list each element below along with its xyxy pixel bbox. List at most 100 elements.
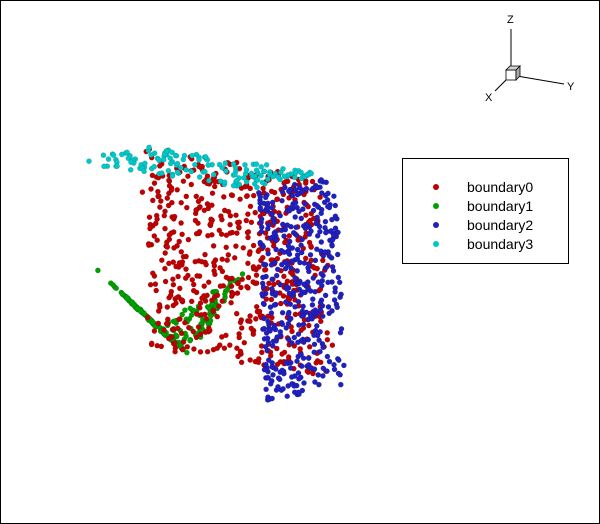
boundary2-point (271, 230, 278, 236)
boundary0-point (158, 257, 165, 264)
boundary0-point (258, 349, 265, 356)
boundary0-point (246, 251, 253, 257)
boundary0-point (267, 352, 274, 359)
boundary0-point (172, 348, 178, 355)
boundary2-point (267, 380, 274, 387)
boundary0-point (221, 207, 228, 214)
boundary0-point (148, 340, 155, 347)
boundary2-point (273, 272, 280, 279)
boundary3-point (156, 157, 162, 163)
boundary0-point (162, 265, 168, 272)
boundary0-point (225, 252, 232, 258)
boundary2-point (292, 199, 299, 206)
boundary0-point (220, 194, 227, 200)
boundary0-point (182, 319, 188, 326)
boundary0-point (210, 259, 217, 266)
boundary0-point (199, 258, 205, 265)
boundary2-point (296, 375, 302, 382)
boundary2-point (288, 374, 295, 380)
legend-label-boundary3: boundary3 (467, 236, 534, 252)
boundary2-point (276, 376, 283, 383)
boundary0-point (233, 243, 239, 249)
boundary0-point (210, 308, 217, 315)
boundary0-point (193, 207, 199, 213)
boundary0-point (234, 345, 240, 352)
boundary2-point (262, 343, 269, 350)
boundary2-point (318, 210, 325, 217)
boundary2-point (311, 332, 317, 339)
boundary0-point (185, 236, 192, 243)
boundary2-point (321, 199, 328, 206)
boundary3-point (263, 161, 270, 168)
boundary3-point (183, 166, 189, 173)
boundary2-point (275, 383, 281, 390)
boundary2-point (298, 215, 305, 222)
boundary0-point (197, 300, 204, 306)
boundary0-point (174, 243, 180, 249)
boundary0-point (193, 311, 200, 317)
boundary0-point (180, 178, 187, 184)
boundary2-point (272, 366, 279, 372)
boundary2-point (282, 226, 289, 233)
boundary2-point (277, 329, 284, 335)
boundary2-point (298, 351, 304, 358)
boundary0-point (250, 265, 257, 272)
boundary2-point (292, 303, 298, 310)
boundary2-point (318, 190, 325, 196)
boundary3-point (165, 167, 172, 174)
boundary2-point (286, 207, 293, 214)
boundary2-point (332, 288, 338, 295)
boundary0-point (261, 267, 268, 273)
boundary2-point (260, 243, 267, 250)
boundary3-point (196, 174, 203, 180)
legend-item-boundary2: boundary2 (403, 216, 568, 234)
boundary2-point (317, 228, 323, 235)
boundary3-point (124, 149, 130, 156)
boundary0-point (242, 183, 248, 190)
z-axis-label: Z (507, 14, 514, 26)
boundary1-point (179, 311, 185, 318)
boundary0-point (162, 225, 168, 232)
boundary0-point (248, 219, 255, 226)
boundary0-point (193, 334, 200, 341)
boundary3-point (298, 169, 304, 176)
boundary0-point (247, 313, 253, 319)
boundary2-point (311, 341, 318, 348)
boundary2-point (301, 260, 308, 266)
boundary2-point (270, 372, 276, 378)
boundary0-point (306, 343, 313, 350)
boundary2-point (314, 214, 321, 221)
boundary2-point (316, 381, 322, 388)
boundary0-point (223, 244, 229, 251)
boundary2-point (312, 184, 319, 190)
boundary2-point (279, 221, 286, 228)
boundary2-point (265, 222, 272, 228)
boundary0-point (218, 213, 224, 219)
boundary0-point (148, 186, 154, 192)
boundary2-point (279, 309, 286, 316)
boundary0-point (204, 292, 210, 299)
boundary3-point (181, 152, 188, 159)
boundary2-point (269, 285, 275, 292)
boundary0-point (174, 294, 181, 301)
boundary0-point (165, 335, 172, 342)
boundary0-point (229, 192, 236, 199)
boundary0-point (235, 279, 241, 286)
boundary0-point (217, 283, 224, 289)
boundary0-point (147, 221, 154, 228)
boundary0-point (185, 324, 192, 331)
boundary3-point (248, 170, 255, 177)
boundary0-point (256, 264, 262, 270)
boundary2-point (341, 362, 347, 369)
boundary3-point (101, 163, 107, 170)
boundary2-point (294, 252, 301, 258)
boundary3-point (174, 169, 181, 176)
boundary0-point (195, 220, 201, 226)
boundary0-point (210, 243, 217, 249)
boundary0-point (176, 238, 182, 245)
boundary0-point (199, 163, 205, 170)
boundary0-point (317, 359, 324, 366)
boundary0-point (164, 316, 171, 323)
boundary2-point (285, 188, 292, 194)
boundary2-point (310, 207, 317, 214)
